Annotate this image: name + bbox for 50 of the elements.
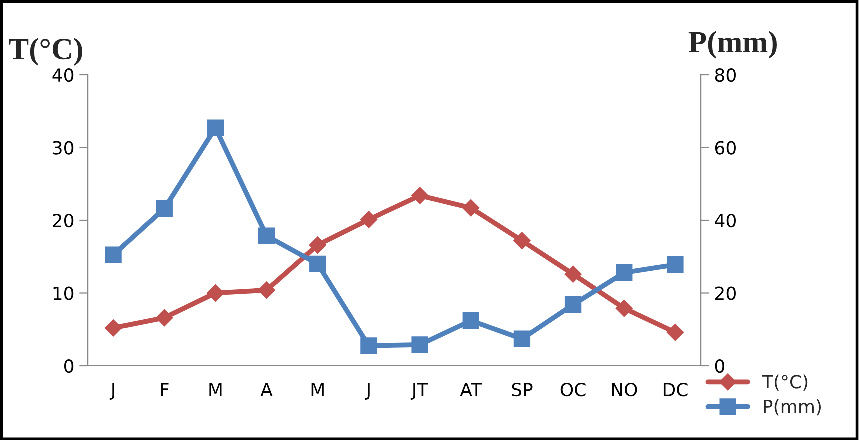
point	[616, 300, 633, 318]
x-tick-label: J	[365, 383, 370, 400]
y-tick-label: 30	[53, 141, 74, 155]
x-tick-label: F	[161, 383, 169, 396]
point	[309, 236, 326, 254]
point	[360, 338, 378, 354]
y2-tick-label: 20	[716, 286, 736, 300]
x-tick-label: AT	[460, 383, 482, 396]
x-tick-label: A	[260, 383, 273, 396]
x-tick-label: M	[312, 383, 324, 396]
y-tick-label: 0	[64, 359, 74, 374]
y-axis-title: T(°C)	[9, 38, 82, 66]
legend-label: P(mm)	[764, 400, 821, 416]
x-tick-label: JT	[410, 383, 428, 400]
point	[514, 330, 531, 348]
point	[666, 324, 684, 342]
point	[310, 256, 326, 272]
point	[207, 284, 224, 302]
y2-axis-title: P(mm)	[688, 31, 777, 59]
x-tick-label: DC	[664, 382, 688, 397]
x-tick-label: NO	[612, 382, 638, 397]
y-tick-label: 20	[53, 214, 74, 228]
point	[412, 336, 428, 354]
point	[462, 200, 480, 217]
y2-tick-label: 40	[715, 214, 736, 228]
y2-tick-label: 80	[715, 68, 736, 82]
x-tick-label: M	[210, 383, 222, 396]
y2-tick-label: 60	[715, 141, 736, 155]
point	[105, 246, 122, 264]
x-tick-label: OC	[560, 382, 586, 397]
y-tick-label: 10	[54, 286, 74, 300]
point	[462, 312, 480, 330]
point	[207, 120, 224, 136]
x-tick-label: J	[110, 383, 114, 400]
point	[156, 309, 174, 327]
point	[564, 266, 582, 283]
x-tick-label: SP	[512, 382, 533, 397]
point	[258, 282, 276, 299]
point	[156, 200, 173, 218]
point	[411, 187, 429, 204]
point	[616, 264, 633, 282]
legend-label: T(°C)	[762, 374, 808, 391]
point	[564, 296, 582, 314]
point	[258, 228, 276, 244]
point	[514, 232, 531, 250]
point	[360, 211, 378, 228]
point	[667, 256, 684, 274]
y-tick-label: 40	[52, 68, 74, 82]
point	[104, 320, 122, 337]
y2-tick-label: 0	[715, 359, 724, 374]
